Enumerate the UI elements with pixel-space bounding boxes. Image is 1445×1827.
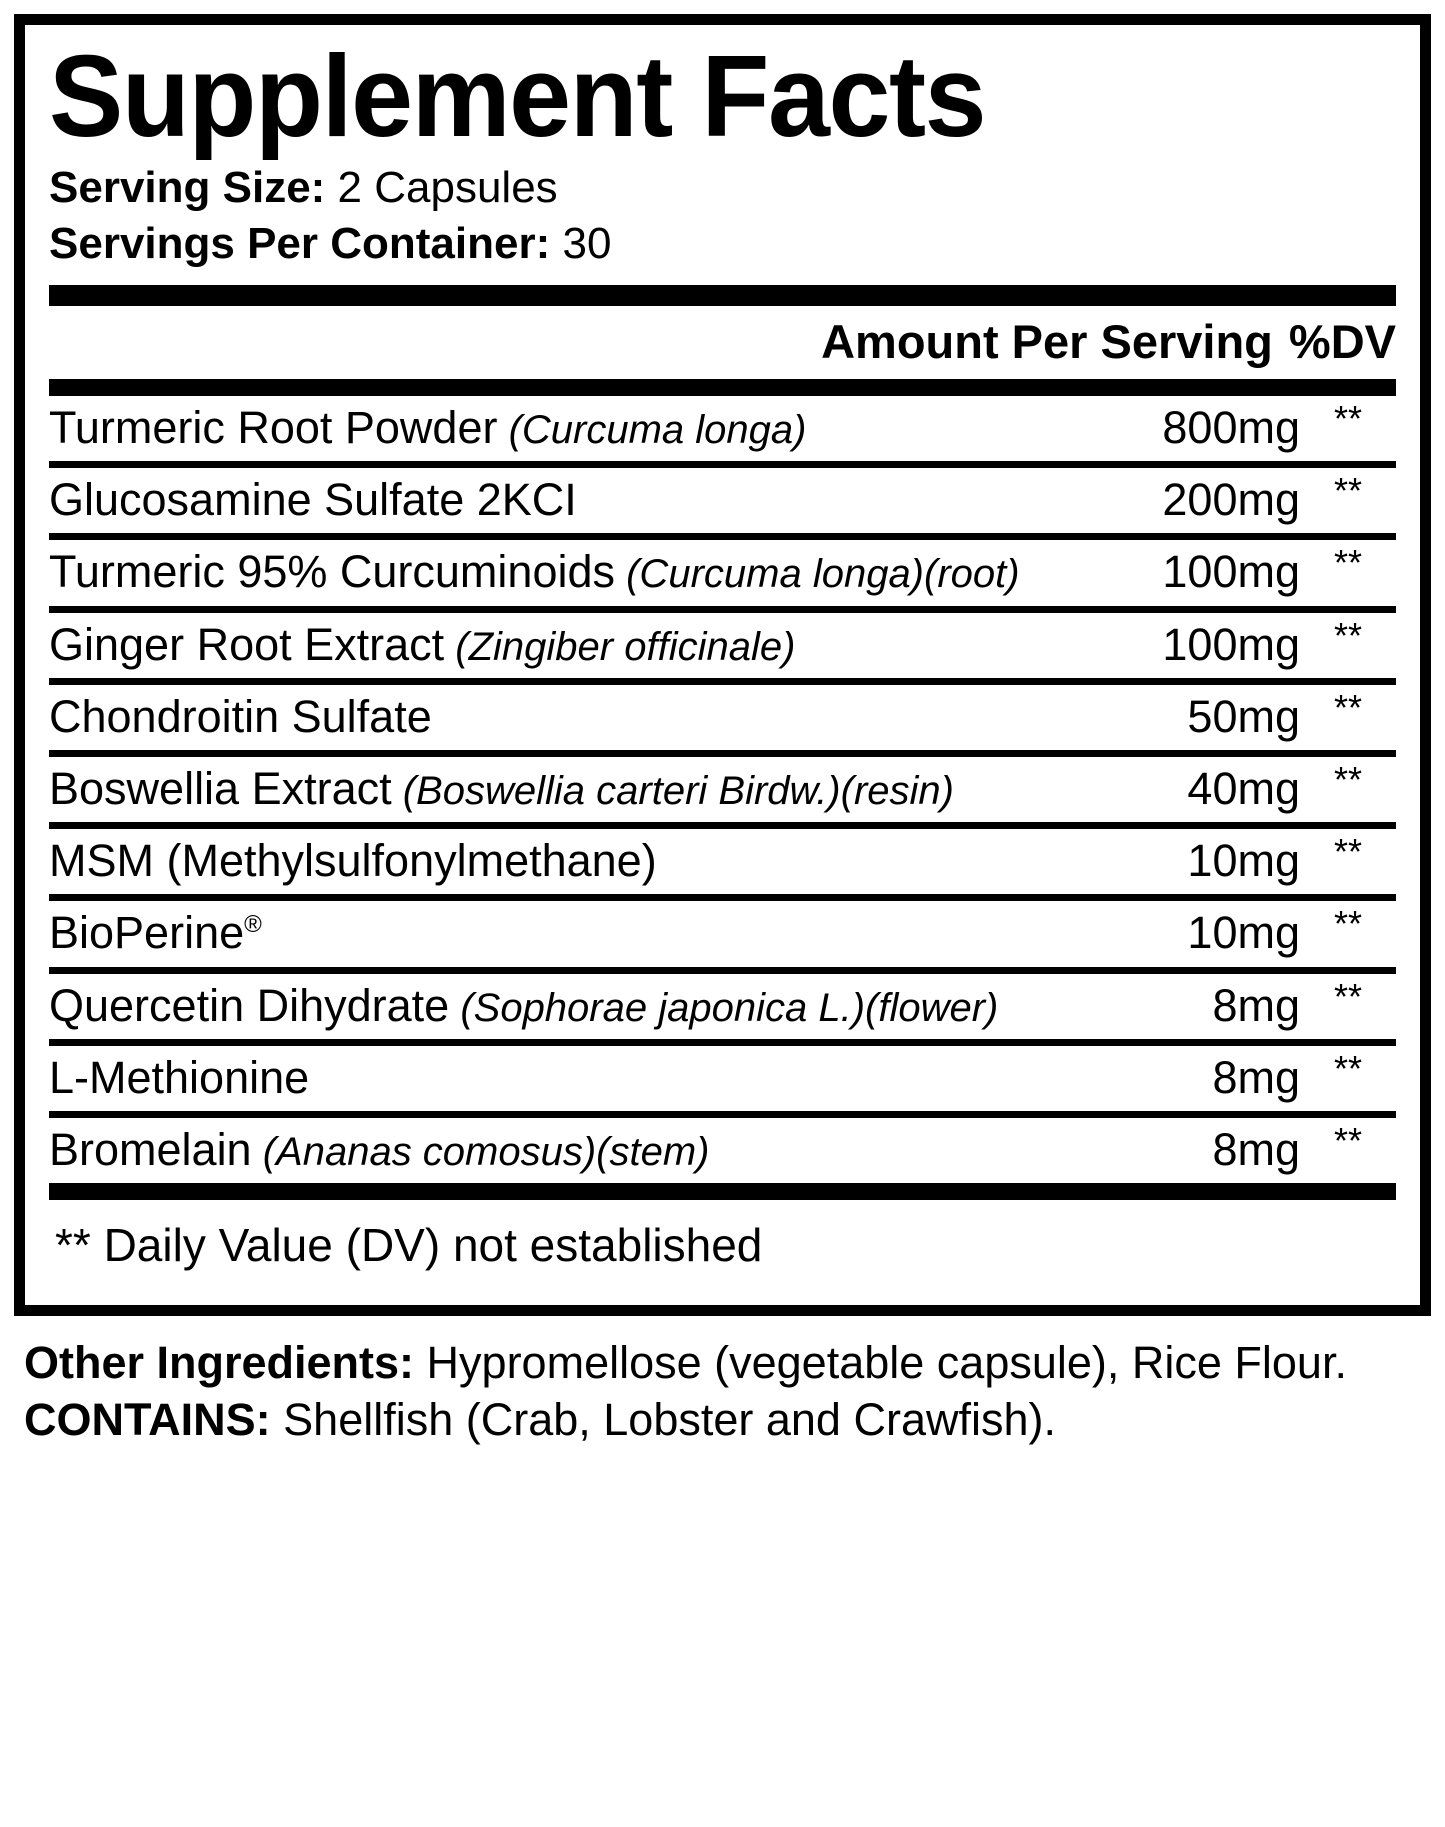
amount-per-serving-header: Amount Per Serving <box>821 314 1273 368</box>
row-divider <box>49 749 1396 757</box>
ingredient-scientific-name: (Boswellia carteri Birdw.)(resin) <box>391 768 954 813</box>
ingredient-percent-dv: ** <box>1333 975 1363 1017</box>
servings-per-container-value: 30 <box>562 219 612 269</box>
ingredient-common-name: Boswellia Extract <box>49 762 392 814</box>
ingredient-amount: 10mg <box>1187 907 1300 959</box>
ingredient-name: Boswellia Extract (Boswellia carteri Bir… <box>49 763 954 815</box>
ingredient-row: Bromelain (Ananas comosus)(stem) 8mg ** <box>49 1118 1396 1183</box>
ingredient-amount: 8mg <box>1212 1051 1300 1103</box>
table-column-headers: Amount Per Serving %DV <box>49 306 1396 379</box>
ingredient-common-name: Quercetin Dihydrate <box>49 979 450 1031</box>
row-divider <box>49 1110 1396 1118</box>
ingredient-name: Bromelain (Ananas comosus)(stem) <box>49 1124 1118 1176</box>
row-divider <box>49 966 1396 974</box>
row-divider <box>49 822 1396 830</box>
ingredient-common-name: Turmeric 95% Curcuminoids <box>49 546 615 598</box>
ingredient-percent-dv: ** <box>1333 470 1363 512</box>
row-divider <box>49 1038 1396 1046</box>
row-divider <box>49 461 1396 469</box>
ingredient-common-name: MSM (Methylsulfonylmethane) <box>49 835 657 887</box>
ingredient-common-name: Glucosamine Sulfate 2KCI <box>49 474 577 526</box>
ingredient-amount: 50mg <box>1187 690 1300 742</box>
ingredient-row: Chondroitin Sulfate 50mg ** <box>49 685 1396 750</box>
dv-footnote: ** Daily Value (DV) not established <box>55 1219 763 1272</box>
ingredient-common-name: L-Methionine <box>49 1051 310 1103</box>
ingredient-name: Chondroitin Sulfate <box>49 691 1118 743</box>
ingredient-name: Turmeric 95% Curcuminoids (Curcuma longa… <box>49 546 1118 598</box>
ingredient-scientific-name: (Zingiber officinale) <box>444 624 796 669</box>
servings-per-container-label: Servings Per Container: <box>49 219 563 269</box>
ingredient-amount: 8mg <box>1212 979 1300 1031</box>
ingredient-name: L-Methionine <box>49 1052 1118 1104</box>
contains-label: CONTAINS: <box>24 1394 284 1446</box>
ingredient-name: Glucosamine Sulfate 2KCI <box>49 474 1118 526</box>
ingredient-common-name: Bromelain <box>49 1123 252 1175</box>
ingredient-amount: 10mg <box>1187 835 1300 887</box>
ingredient-percent-dv: ** <box>1333 542 1363 584</box>
row-divider <box>49 677 1396 685</box>
ingredient-name: Quercetin Dihydrate (Sophorae japonica L… <box>49 980 1118 1032</box>
row-divider <box>49 533 1396 541</box>
ingredient-table: Turmeric Root Powder (Curcuma longa) 800m… <box>49 396 1396 1183</box>
serving-size-line: Serving Size: 2 Capsules <box>49 160 1396 216</box>
rule-below-header <box>49 379 1396 397</box>
registered-trademark-icon: ® <box>244 911 262 939</box>
ingredient-amount: 800mg <box>1162 402 1300 454</box>
other-ingredients-block: Other Ingredients: Hypromellose (vegetab… <box>14 1316 1431 1448</box>
ingredient-scientific-name: (Sophorae japonica L.)(flower) <box>449 985 999 1030</box>
ingredient-amount: 8mg <box>1212 1123 1300 1175</box>
serving-size-value: 2 Capsules <box>337 162 558 212</box>
ingredient-percent-dv: ** <box>1333 903 1363 945</box>
row-divider <box>49 894 1396 902</box>
servings-per-container-line: Servings Per Container: 30 <box>49 216 1396 272</box>
ingredient-amount: 100mg <box>1162 618 1300 670</box>
ingredient-common-name: Turmeric Root Powder <box>49 402 498 454</box>
ingredient-row: MSM (Methylsulfonylmethane) 10mg ** <box>49 829 1396 894</box>
ingredient-amount: 200mg <box>1162 474 1300 526</box>
ingredient-percent-dv: ** <box>1333 1047 1363 1089</box>
percent-dv-header: %DV <box>1288 314 1396 368</box>
ingredient-common-name: Chondroitin Sulfate <box>49 690 432 742</box>
ingredient-scientific-name: (Curcuma longa)(root) <box>615 552 1020 597</box>
ingredient-name: MSM (Methylsulfonylmethane) <box>49 835 1118 887</box>
ingredient-name: BioPerine® <box>49 907 1118 959</box>
rule-below-ingredients <box>49 1183 1396 1201</box>
ingredient-amount: 100mg <box>1162 546 1300 598</box>
ingredient-scientific-name: (Ananas comosus)(stem) <box>251 1129 710 1174</box>
supplement-facts-panel: Supplement Facts Serving Size: 2 Capsule… <box>14 14 1431 1317</box>
ingredient-common-name: BioPerine <box>49 907 245 959</box>
ingredient-row: Glucosamine Sulfate 2KCI 200mg ** <box>49 468 1396 533</box>
other-ingredients-label: Other Ingredients: <box>24 1337 427 1389</box>
other-ingredients-line: Other Ingredients: Hypromellose (vegetab… <box>24 1334 1425 1391</box>
ingredient-scientific-name: (Curcuma longa) <box>497 408 807 453</box>
serving-size-label: Serving Size: <box>49 162 338 212</box>
rule-above-header <box>49 284 1396 306</box>
contains-value: Shellfish (Crab, Lobster and Crawfish). <box>283 1394 1056 1446</box>
ingredient-amount: 40mg <box>1187 762 1300 814</box>
ingredient-row: BioPerine® 10mg ** <box>49 901 1396 966</box>
ingredient-common-name: Ginger Root Extract <box>49 618 445 670</box>
ingredient-percent-dv: ** <box>1333 398 1363 440</box>
ingredient-percent-dv: ** <box>1333 614 1363 656</box>
ingredient-percent-dv: ** <box>1333 686 1363 728</box>
ingredient-row: Boswellia Extract (Boswellia carteri Bir… <box>49 757 1396 822</box>
ingredient-percent-dv: ** <box>1333 1119 1363 1161</box>
ingredient-percent-dv: ** <box>1333 758 1363 800</box>
ingredient-row: Turmeric 95% Curcuminoids (Curcuma longa… <box>49 540 1396 605</box>
ingredient-name: Ginger Root Extract (Zingiber officinale… <box>49 619 1118 671</box>
contains-line: CONTAINS: Shellfish (Crab, Lobster and C… <box>24 1391 1425 1448</box>
panel-title: Supplement Facts <box>49 31 987 161</box>
ingredient-row: L-Methionine 8mg ** <box>49 1046 1396 1111</box>
ingredient-row: Quercetin Dihydrate (Sophorae japonica L… <box>49 974 1396 1039</box>
ingredient-percent-dv: ** <box>1333 831 1363 873</box>
ingredient-row: Turmeric Root Powder (Curcuma longa) 800m… <box>49 396 1396 461</box>
row-divider <box>49 605 1396 613</box>
ingredient-name: Turmeric Root Powder (Curcuma longa) <box>49 402 1118 454</box>
ingredient-row: Ginger Root Extract (Zingiber officinale… <box>49 613 1396 678</box>
other-ingredients-value: Hypromellose (vegetable capsule), Rice F… <box>426 1337 1347 1389</box>
